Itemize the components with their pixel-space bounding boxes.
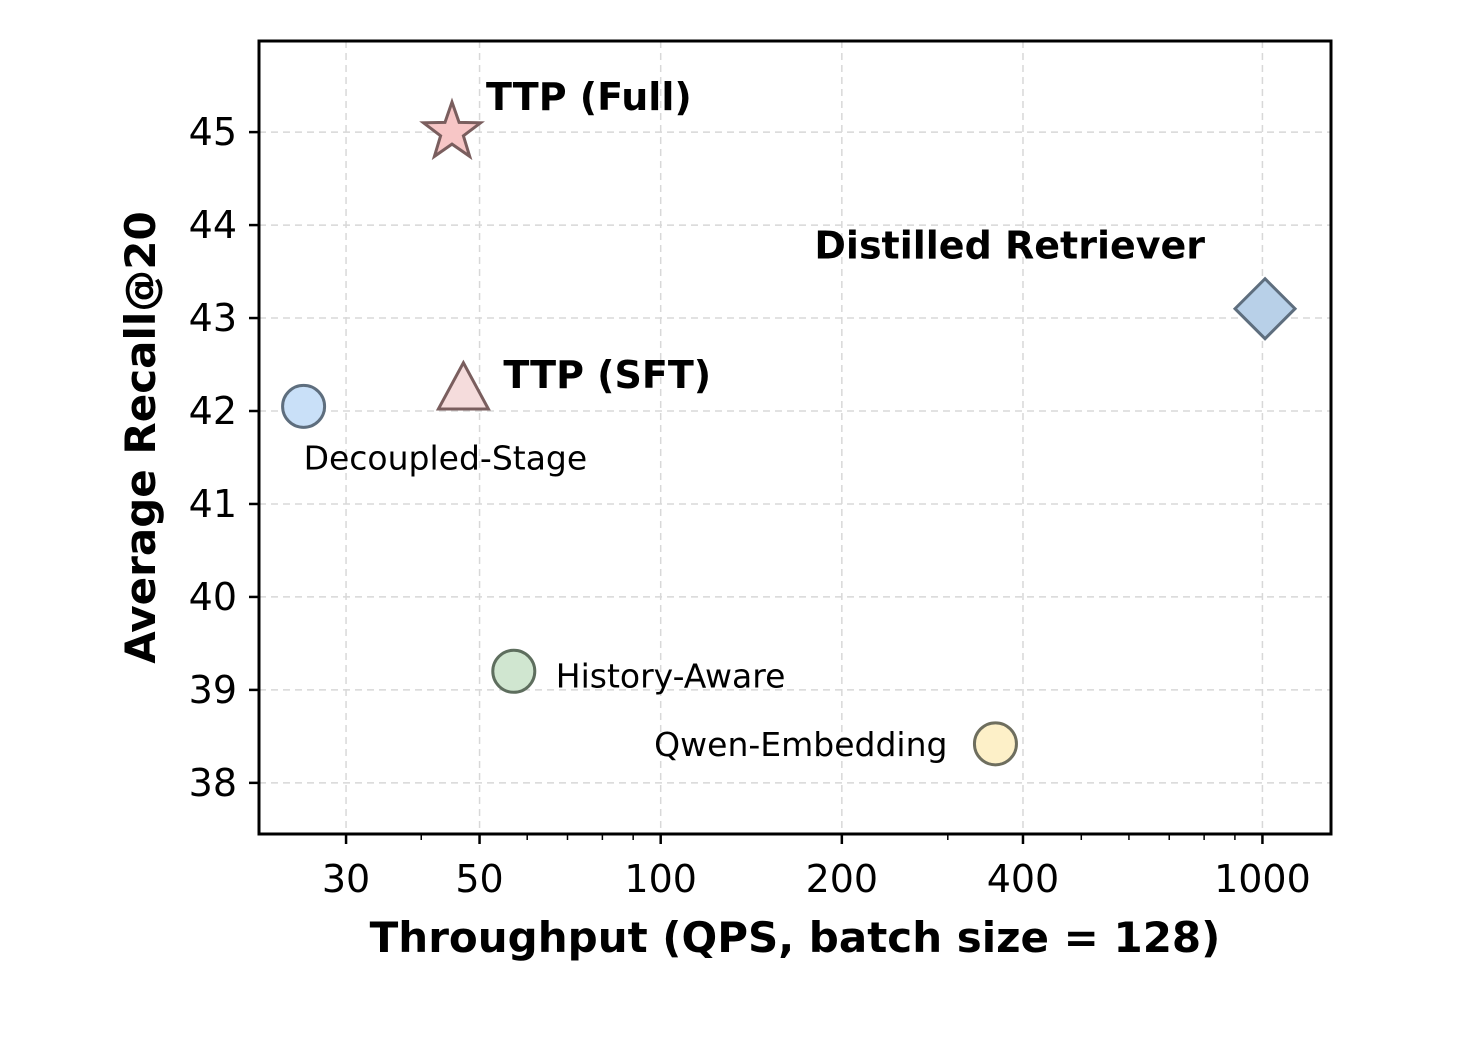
x-tick-label: 400	[987, 857, 1060, 901]
x-tick-label: 50	[455, 857, 503, 901]
x-tick-label: 30	[322, 857, 370, 901]
y-tick-label: 42	[189, 389, 237, 433]
x-tick-label: 100	[624, 857, 697, 901]
marker-qwen-embedding	[972, 721, 1018, 767]
y-axis-title: Average Recall@20	[116, 211, 165, 663]
data-label-distilled-retriever: Distilled Retriever	[814, 224, 1205, 268]
marker-decoupled-stage	[281, 383, 327, 429]
data-label-decoupled-stage: Decoupled-Stage	[304, 438, 588, 477]
y-tick-label: 39	[189, 668, 237, 712]
data-label-history-aware: History-Aware	[556, 656, 786, 695]
y-tick-label: 43	[189, 296, 237, 340]
y-tick-label: 40	[189, 575, 237, 619]
data-label-ttp-sft: TTP (SFT)	[503, 353, 711, 397]
data-markers	[281, 97, 1298, 767]
data-labels: TTP (Full) TTP (SFT) Distilled Retriever De…	[304, 75, 1206, 764]
marker-distilled-retriever	[1232, 276, 1298, 341]
marker-ttp-full	[419, 97, 485, 161]
axis-ticks: 38 39 40 41 42 43 44 45 30 50 100 200 400 1000	[189, 110, 1311, 901]
plot-frame	[257, 39, 1333, 836]
x-axis-title: Throughput (QPS, batch size = 128)	[370, 913, 1221, 962]
marker-ttp-sft	[435, 359, 491, 411]
y-tick-label: 38	[189, 761, 237, 805]
y-tick-label: 41	[189, 482, 237, 526]
x-tick-label: 200	[806, 857, 879, 901]
data-label-qwen-embedding: Qwen-Embedding	[654, 725, 947, 764]
y-tick-label: 45	[189, 110, 237, 154]
marker-history-aware	[491, 648, 537, 694]
y-tick-label: 44	[189, 203, 237, 247]
x-tick-label: 1000	[1214, 857, 1311, 901]
data-label-ttp-full: TTP (Full)	[486, 75, 692, 119]
grid-lines	[259, 41, 1331, 834]
